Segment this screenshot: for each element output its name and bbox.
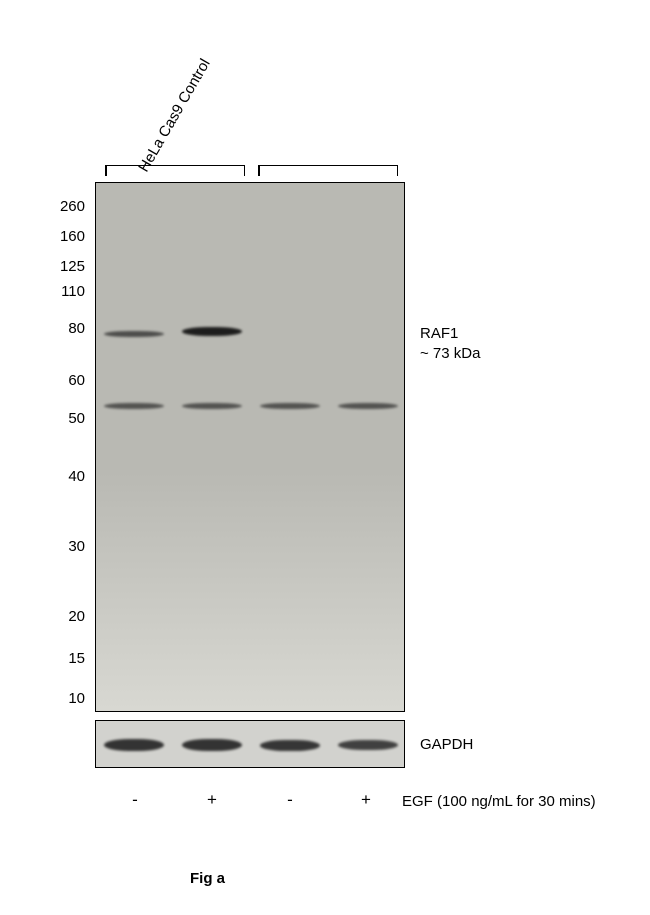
treatment-symbol: + [202, 790, 222, 810]
mw-marker: 160 [45, 228, 85, 245]
protein-annotation: RAF1 [420, 325, 458, 342]
mw-marker: 40 [45, 468, 85, 485]
protein-band [182, 403, 242, 409]
treatment-symbol: - [280, 790, 300, 810]
mw-marker: 60 [45, 372, 85, 389]
blot-membrane [96, 183, 404, 711]
protein-band [260, 403, 320, 409]
figure-caption: Fig a [190, 870, 225, 887]
loading-band [260, 740, 320, 751]
protein-band [338, 403, 398, 409]
main-blot-panel [95, 182, 405, 712]
mw-marker: 20 [45, 608, 85, 625]
treatment-description: EGF (100 ng/mL for 30 mins) [402, 793, 596, 810]
mw-marker: 260 [45, 198, 85, 215]
mw-marker: 50 [45, 410, 85, 427]
protein-band [182, 327, 242, 336]
sample-bracket [105, 165, 245, 175]
loading-control-panel [95, 720, 405, 768]
loading-band [182, 739, 242, 751]
mw-marker: 80 [45, 320, 85, 337]
mw-marker: 110 [45, 283, 85, 300]
mw-marker: 125 [45, 258, 85, 275]
protein-band [104, 331, 164, 337]
mw-marker: 10 [45, 690, 85, 707]
western-blot-figure: HeLa Cas9 Control 260 160 125 110 80 60 50 40 30… [0, 0, 650, 915]
protein-annotation: GAPDH [420, 736, 473, 753]
loading-band [338, 740, 398, 750]
loading-band [104, 739, 164, 751]
protein-annotation: ~ 73 kDa [420, 345, 480, 362]
sample-group-label: HeLa Cas9 Control [135, 56, 214, 175]
protein-band [104, 403, 164, 409]
treatment-symbol: - [125, 790, 145, 810]
sample-bracket [258, 165, 398, 175]
mw-marker: 15 [45, 650, 85, 667]
mw-marker: 30 [45, 538, 85, 555]
treatment-symbol: + [356, 790, 376, 810]
